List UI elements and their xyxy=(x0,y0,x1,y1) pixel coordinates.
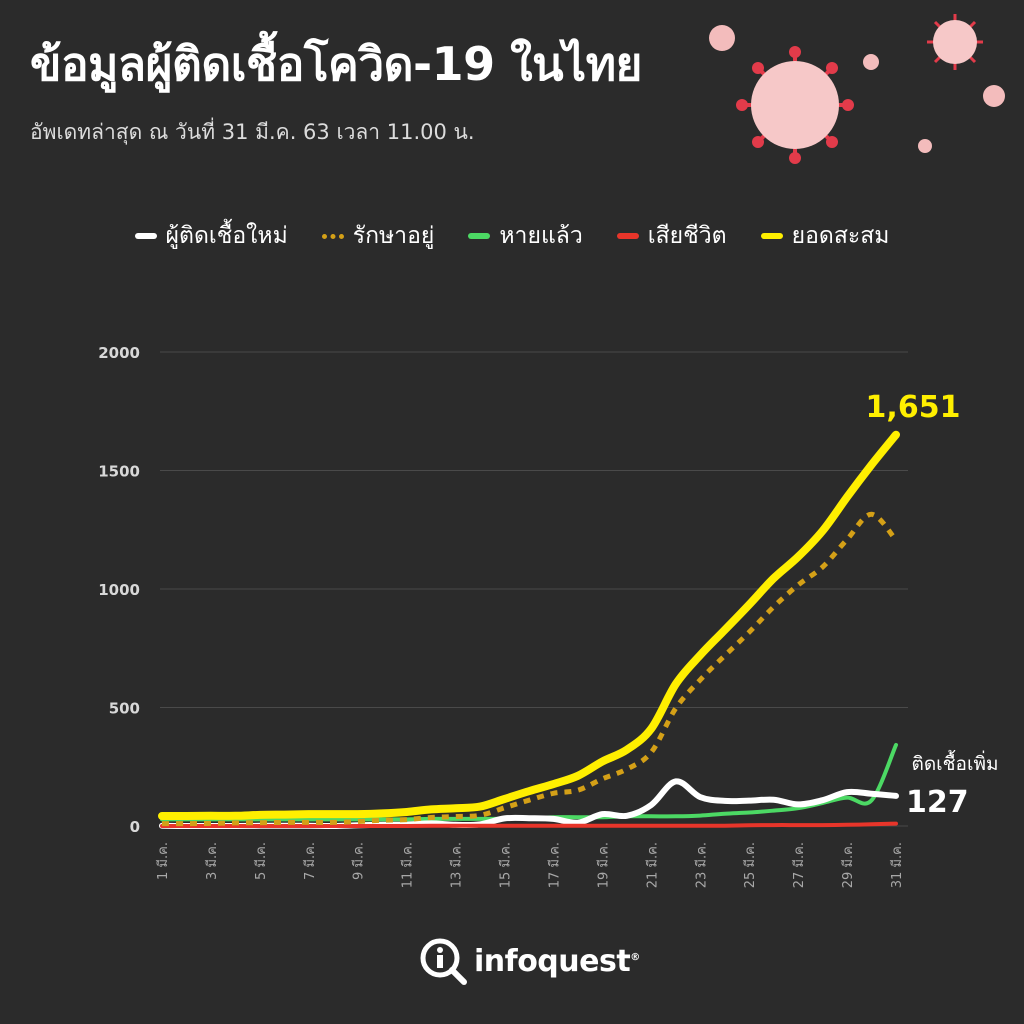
x-tick-label: 9 มี.ค. xyxy=(351,842,367,880)
legend-swatch-recovered xyxy=(468,233,491,239)
y-tick-label: 1000 xyxy=(98,581,140,599)
x-tick-label: 25 มี.ค. xyxy=(742,842,758,888)
new-cases-value: 127 xyxy=(906,785,969,820)
x-tick-label: 17 มี.ค. xyxy=(546,842,562,888)
x-tick-label: 3 มี.ค. xyxy=(204,842,220,880)
y-axis-ticks: 0 500 1000 1500 2000 xyxy=(98,344,140,836)
legend-item-treating: รักษาอยู่ xyxy=(321,218,435,254)
legend-swatch-deaths xyxy=(616,233,639,239)
x-tick-label: 19 มี.ค. xyxy=(595,842,611,888)
x-tick-label: 15 มี.ค. xyxy=(498,842,514,888)
series-line-3 xyxy=(160,821,898,829)
legend-label-new: ผู้ติดเชื้อใหม่ xyxy=(165,223,288,249)
chart-series xyxy=(158,430,900,830)
legend-swatch-new xyxy=(134,233,157,239)
legend-swatch-treating xyxy=(321,233,344,239)
chart-legend: ผู้ติดเชื้อใหม่ รักษาอยู่ หายแล้ว เสียชี… xyxy=(0,218,1024,254)
legend-label-recovered: หายแล้ว xyxy=(499,223,583,249)
virus-dot-icon xyxy=(709,25,735,51)
x-tick-label: 27 มี.ค. xyxy=(791,842,807,888)
virus-large-icon xyxy=(736,46,854,164)
x-tick-label: 29 มี.ค. xyxy=(840,842,856,888)
y-tick-label: 500 xyxy=(109,700,140,718)
chart-grid xyxy=(160,351,908,827)
x-tick-label: 21 มี.ค. xyxy=(644,842,660,888)
x-tick-label: 31 มี.ค. xyxy=(889,842,905,888)
magnifier-info-icon xyxy=(420,938,467,985)
x-axis-ticks: 1 มี.ค. 3 มี.ค. 5 มี.ค. 7 มี.ค. 9 มี.ค. 11 มี… xyxy=(155,842,905,888)
legend-item-recovered: หายแล้ว xyxy=(468,218,583,254)
y-tick-label: 2000 xyxy=(98,344,140,362)
legend-label-deaths: เสียชีวิต xyxy=(647,223,727,249)
x-tick-label: 23 มี.ค. xyxy=(693,842,709,888)
y-tick-label: 1500 xyxy=(98,463,140,481)
legend-swatch-total xyxy=(760,233,783,239)
series-line-2 xyxy=(160,742,898,822)
virus-dot-icon xyxy=(918,139,932,153)
virus-dot-icon xyxy=(983,85,1005,107)
virus-dot-icon xyxy=(863,54,879,70)
x-tick-label: 1 มี.ค. xyxy=(155,842,171,880)
legend-label-total: ยอดสะสม xyxy=(791,223,890,249)
brand-logo: infoquest® xyxy=(418,936,640,986)
y-tick-label: 0 xyxy=(130,818,140,836)
page-title: ข้อมูลผู้ติดเชื้อโควิด-19 ในไทย xyxy=(30,37,642,91)
x-tick-label: 7 มี.ค. xyxy=(302,842,318,880)
x-tick-label: 5 มี.ค. xyxy=(253,842,269,880)
x-tick-label: 13 มี.ค. xyxy=(449,842,465,888)
legend-label-treating: รักษาอยู่ xyxy=(352,223,435,249)
series-line-4 xyxy=(158,430,900,821)
virus-small-icon xyxy=(927,14,983,70)
legend-item-total: ยอดสะสม xyxy=(760,218,890,254)
x-tick-label: 11 มี.ค. xyxy=(400,842,416,888)
series-line-1 xyxy=(161,511,898,827)
legend-item-new: ผู้ติดเชื้อใหม่ xyxy=(134,218,288,254)
page-subtitle: อัพเดทล่าสุด ณ วันที่ 31 มี.ค. 63 เวลา 1… xyxy=(30,120,475,144)
brand-name: infoquest® xyxy=(474,943,640,979)
total-value-label: 1,651 xyxy=(866,390,961,425)
new-cases-caption: ติดเชื้อเพิ่ม xyxy=(911,750,998,775)
legend-item-deaths: เสียชีวิต xyxy=(616,218,727,254)
